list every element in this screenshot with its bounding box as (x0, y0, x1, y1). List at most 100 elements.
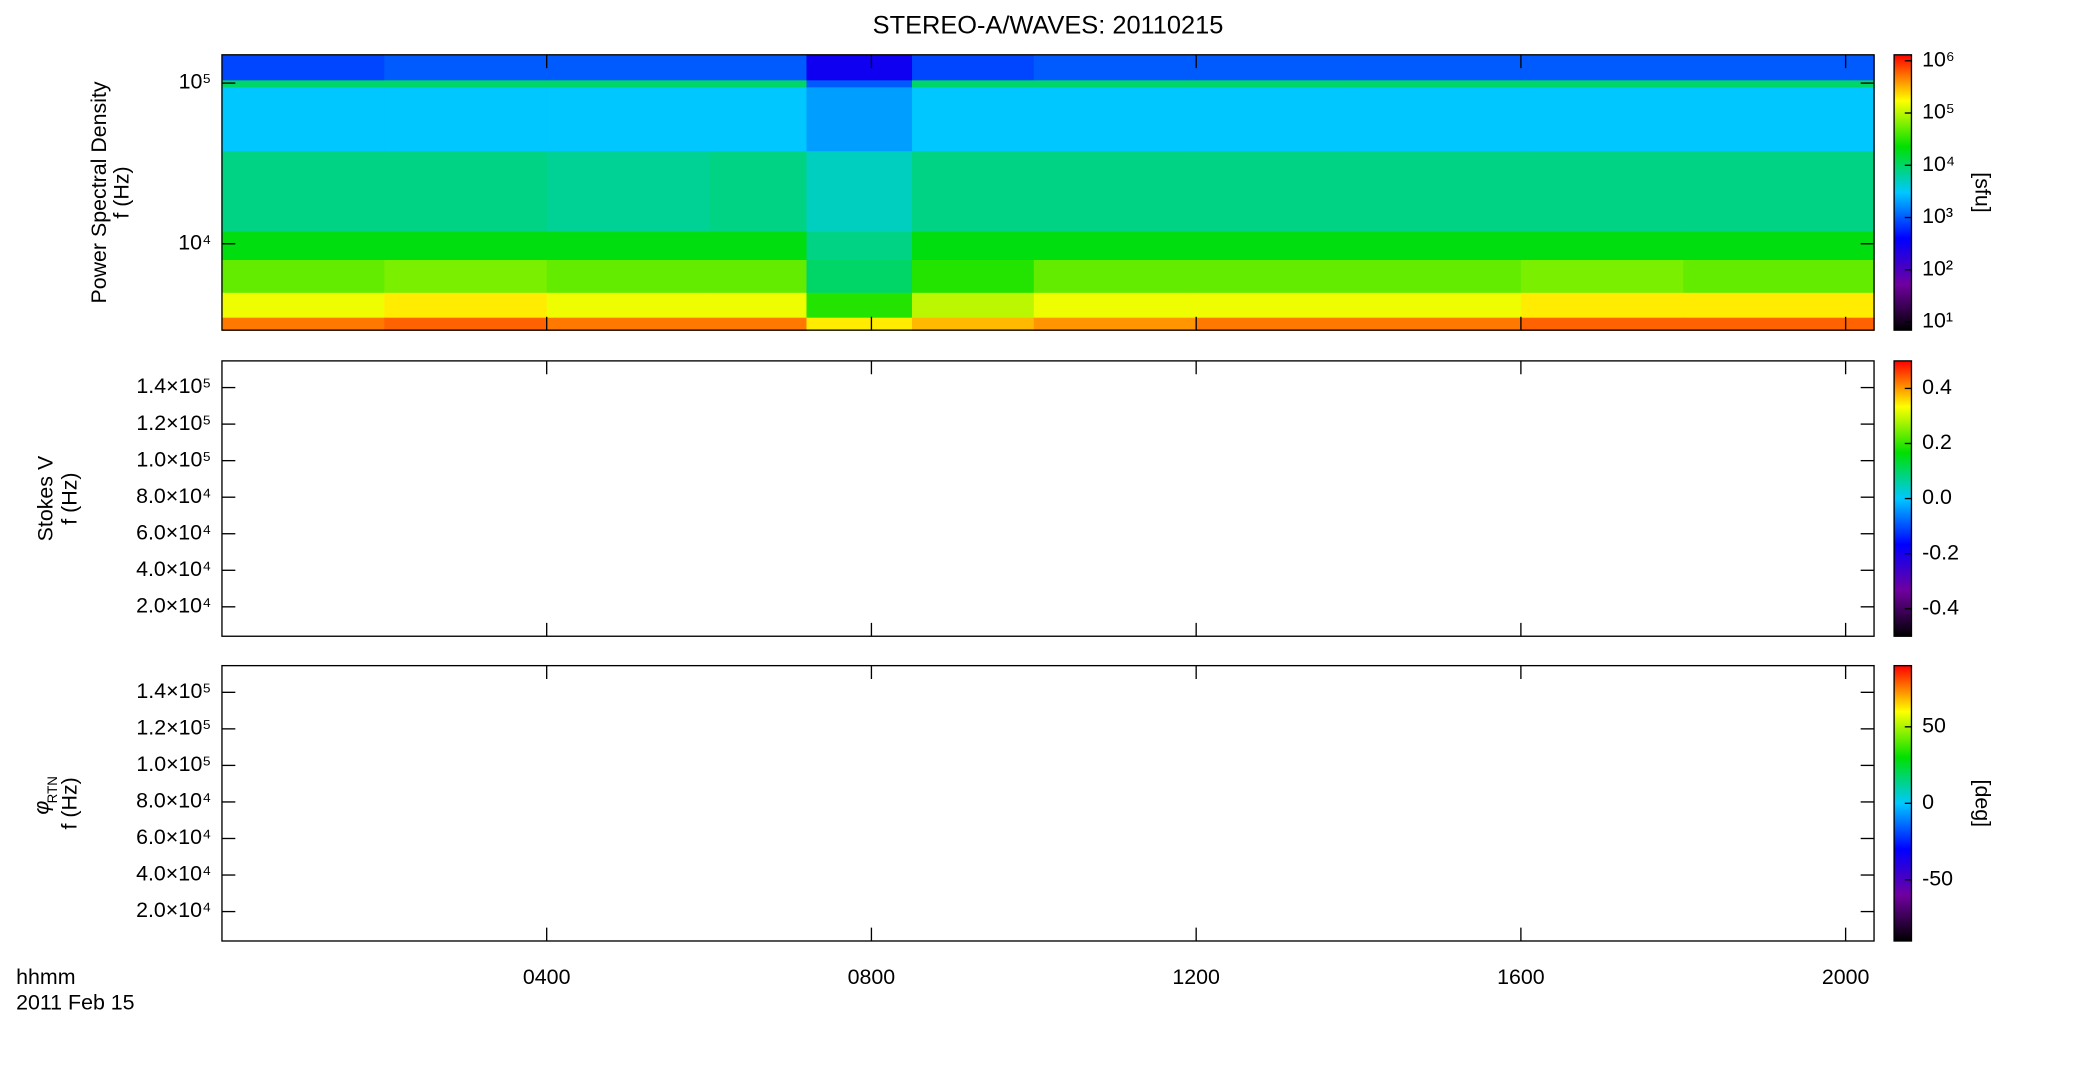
colorbar-label: [sfu] (1970, 172, 1994, 212)
heatmap-cell (1033, 292, 1197, 318)
heatmap-cell (221, 259, 385, 293)
heatmap-cell (546, 54, 710, 81)
y-tick-label: 10⁵ (179, 70, 212, 94)
x-tick-label: 1200 (1172, 965, 1220, 989)
heatmap-cell (1033, 231, 1197, 261)
heatmap-cell (1520, 54, 1684, 81)
heatmap-cell (1358, 79, 1522, 88)
heatmap-cell (1033, 317, 1197, 331)
heatmap-cell (806, 54, 913, 81)
x-tick-label: 2000 (1822, 965, 1870, 989)
heatmap-cell (912, 86, 1035, 152)
y-axis-subscript: RTN (45, 776, 60, 803)
y-axis-label: f (Hz) (110, 166, 134, 218)
colorbar-tick-label: 0 (1922, 790, 1934, 814)
heatmap-cell (912, 79, 1035, 88)
heatmap-cell (1520, 317, 1684, 331)
heatmap-cell (1520, 292, 1684, 318)
heatmap-cell (384, 54, 548, 81)
heatmap-cell (806, 79, 913, 88)
y-axis-label: Stokes V (34, 455, 58, 541)
chart-title: STEREO-A/WAVES: 20110215 (873, 11, 1224, 39)
heatmap-cell (1683, 54, 1875, 81)
y-tick-label: 1.0×10⁵ (136, 447, 211, 471)
heatmap-cell (1033, 259, 1197, 293)
x-axis-label: 2011 Feb 15 (16, 990, 134, 1014)
heatmap-cell (1033, 150, 1197, 232)
heatmap-cell (384, 79, 548, 88)
colorbar-tick-label: 10³ (1922, 204, 1953, 228)
heatmap-cell (546, 317, 710, 331)
colorbar-tick-label: 10⁶ (1922, 47, 1955, 71)
colorbar-tick-label: 0.0 (1922, 485, 1952, 509)
heatmap-cell (546, 292, 710, 318)
heatmap-cell (1196, 317, 1360, 331)
y-axis-label: f (Hz) (58, 472, 82, 524)
heatmap-cell (1683, 150, 1875, 232)
y-axis-symbol: φ (29, 801, 53, 815)
plot-frame (221, 664, 1875, 942)
colorbar-tick-label: 50 (1922, 713, 1946, 737)
y-tick-label: 2.0×10⁴ (136, 593, 211, 617)
y-tick-label: 1.4×10⁵ (136, 374, 211, 398)
colorbar-tick-label: 0.2 (1922, 430, 1952, 454)
heatmap-cell (709, 259, 808, 293)
heatmap-cell (1358, 54, 1522, 81)
x-axis-label: hhmm (16, 965, 75, 989)
colorbar-tick-label: 10² (1922, 256, 1953, 280)
heatmap-cell (1683, 231, 1875, 261)
heatmap-cell (912, 54, 1035, 81)
heatmap-cell (806, 292, 913, 318)
heatmap-cell (221, 317, 385, 331)
heatmap-cell (546, 86, 710, 152)
heatmap-cell (1520, 150, 1684, 232)
heatmap-cell (384, 150, 548, 232)
y-tick-label: 8.0×10⁴ (136, 789, 211, 813)
colorbar (1893, 54, 1913, 331)
y-tick-label: 1.2×10⁵ (136, 716, 211, 740)
heatmap-cell (221, 231, 385, 261)
colorbar-tick-label: -0.2 (1922, 540, 1959, 564)
heatmap-cell (1033, 86, 1197, 152)
y-tick-label: 1.0×10⁵ (136, 752, 211, 776)
heatmap-cell (1683, 79, 1875, 88)
heatmap-cell (221, 79, 385, 88)
heatmap-cell (1196, 54, 1360, 81)
heatmap-cell (912, 231, 1035, 261)
y-tick-label: 1.4×10⁵ (136, 679, 211, 703)
heatmap-cell (1358, 259, 1522, 293)
heatmap-cell (806, 231, 913, 261)
heatmap-cell (1520, 86, 1684, 152)
heatmap-cell (1196, 79, 1360, 88)
heatmap-cell (709, 54, 808, 81)
heatmap-cell (1196, 292, 1360, 318)
colorbar-tick-label: 0.4 (1922, 375, 1952, 399)
heatmap-cell (1358, 317, 1522, 331)
y-tick-label: 6.0×10⁴ (136, 825, 211, 849)
heatmap-cell (1520, 259, 1684, 293)
colorbar-tick-label: 10⁵ (1922, 100, 1955, 124)
heatmap-cell (1196, 231, 1360, 261)
y-tick-label: 2.0×10⁴ (136, 898, 211, 922)
plot-frame (221, 360, 1875, 637)
heatmap-cell (806, 150, 913, 232)
colorbar-tick-label: -50 (1922, 866, 1953, 890)
heatmap-cell (1520, 231, 1684, 261)
heatmap-cell (806, 259, 913, 293)
x-tick-label: 0400 (523, 965, 571, 989)
heatmap-cell (221, 150, 385, 232)
heatmap-cell (1196, 259, 1360, 293)
heatmap-cell (1196, 150, 1360, 232)
heatmap-cell (384, 259, 548, 293)
colorbar-tick-label: 10¹ (1922, 309, 1953, 333)
y-axis-label: f (Hz) (58, 777, 82, 829)
heatmap-cell (384, 231, 548, 261)
heatmap-cell (1358, 150, 1522, 232)
heatmap-cell (384, 292, 548, 318)
heatmap-cell (1196, 86, 1360, 152)
plot-frame (221, 54, 1875, 331)
y-axis-label: Power Spectral Density (87, 81, 111, 303)
y-tick-label: 10⁴ (178, 230, 211, 254)
